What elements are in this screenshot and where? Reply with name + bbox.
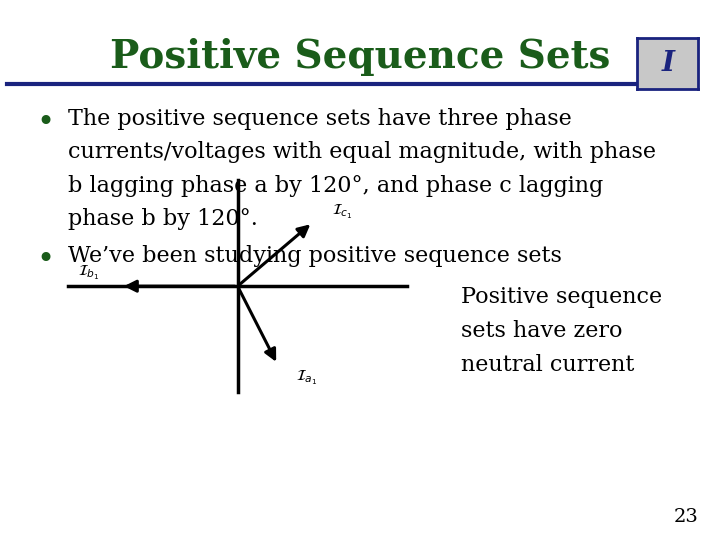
Text: We’ve been studying positive sequence sets: We’ve been studying positive sequence se… (68, 245, 562, 267)
Text: $\mathcal{I}_{c_1}$: $\mathcal{I}_{c_1}$ (332, 202, 353, 221)
Text: phase b by 120°.: phase b by 120°. (68, 208, 258, 231)
Text: currents/voltages with equal magnitude, with phase: currents/voltages with equal magnitude, … (68, 141, 657, 164)
Text: Positive Sequence Sets: Positive Sequence Sets (110, 38, 610, 76)
Text: •: • (36, 108, 54, 137)
Text: •: • (36, 245, 54, 274)
Text: Positive sequence
sets have zero
neutral current: Positive sequence sets have zero neutral… (461, 286, 662, 376)
Text: $\mathcal{I}_{b_1}$: $\mathcal{I}_{b_1}$ (78, 264, 100, 282)
Text: I: I (661, 50, 675, 77)
Text: The positive sequence sets have three phase: The positive sequence sets have three ph… (68, 108, 572, 130)
Text: $\mathcal{I}_{a_1}$: $\mathcal{I}_{a_1}$ (297, 369, 318, 387)
Text: b lagging phase a by 120°, and phase c lagging: b lagging phase a by 120°, and phase c l… (68, 175, 603, 197)
Text: 23: 23 (673, 509, 698, 526)
